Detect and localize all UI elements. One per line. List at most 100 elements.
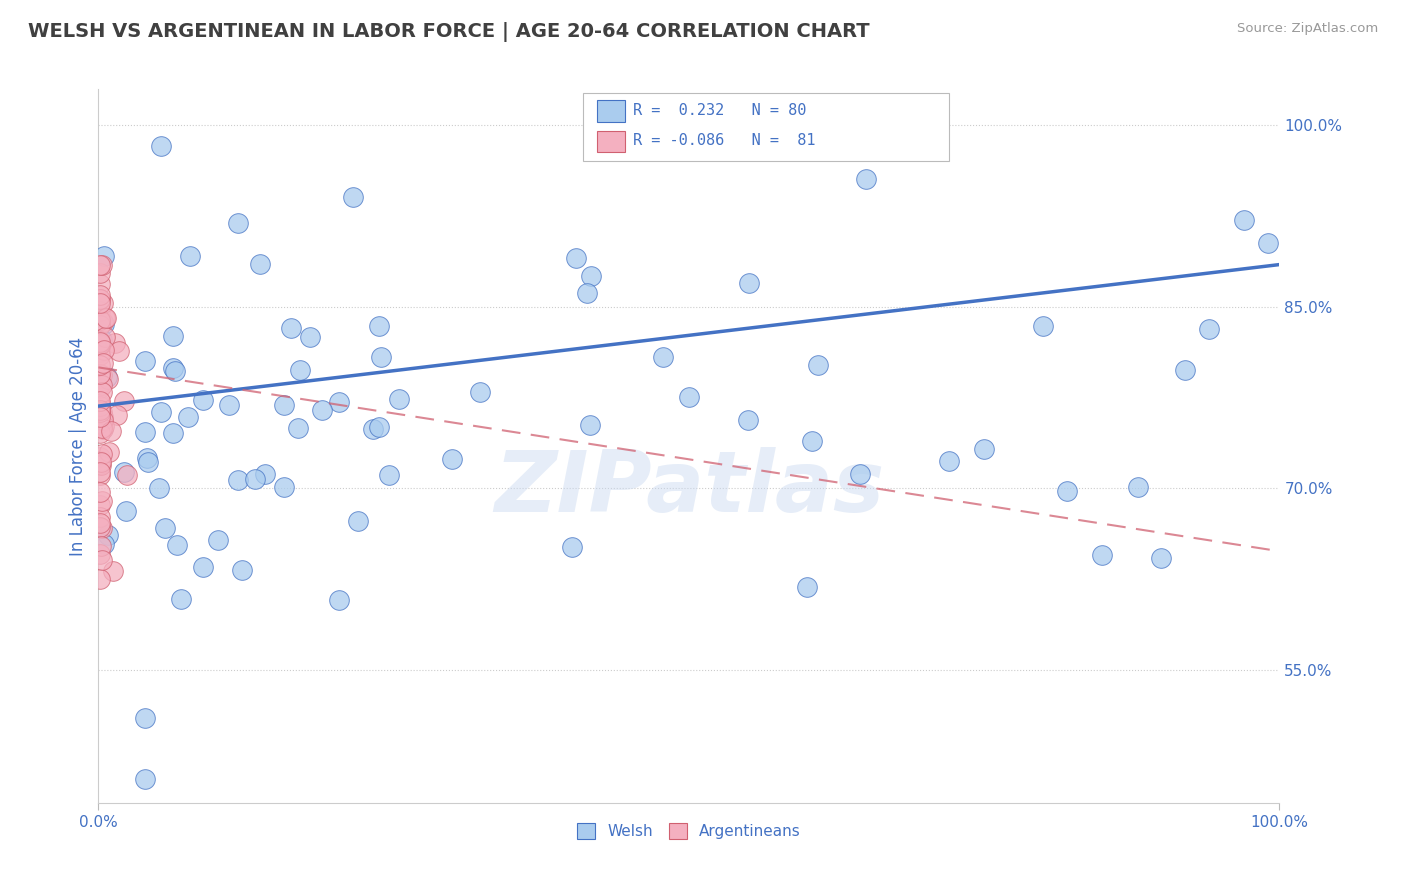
Point	[346, 515, 368, 529]
Point	[89, 410, 111, 425]
Point	[162, 328, 184, 343]
Point	[162, 425, 184, 440]
FancyBboxPatch shape	[582, 93, 949, 161]
Point	[89, 337, 111, 351]
Point	[579, 418, 602, 433]
Point	[91, 422, 114, 436]
Point	[136, 455, 159, 469]
Point	[89, 454, 111, 468]
Point	[89, 405, 111, 419]
Point	[806, 358, 828, 372]
Point	[253, 467, 276, 481]
Point	[91, 296, 114, 310]
Y-axis label: In Labor Force | Age 20-64: In Labor Force | Age 20-64	[69, 336, 87, 556]
Point	[89, 314, 111, 328]
Point	[89, 296, 111, 310]
Text: ZIPatlas: ZIPatlas	[494, 447, 884, 531]
Point	[94, 311, 117, 326]
Point	[579, 268, 602, 283]
Point	[89, 266, 111, 280]
Point	[89, 367, 111, 381]
Point	[89, 397, 111, 411]
Point	[90, 378, 112, 392]
Point	[96, 370, 118, 384]
Point	[177, 409, 200, 424]
Point	[468, 385, 491, 400]
Point	[89, 403, 111, 417]
Point	[89, 406, 111, 420]
Point	[100, 425, 122, 439]
Point	[105, 408, 128, 422]
Point	[89, 303, 111, 318]
Point	[115, 467, 138, 482]
Point	[89, 465, 111, 479]
Point	[89, 312, 111, 326]
Point	[89, 516, 111, 530]
Point	[299, 330, 322, 344]
Point	[1091, 548, 1114, 562]
Text: Source: ZipAtlas.com: Source: ZipAtlas.com	[1237, 22, 1378, 36]
Point	[652, 350, 675, 364]
Point	[107, 343, 129, 358]
Point	[91, 413, 114, 427]
Point	[89, 484, 111, 499]
Point	[89, 394, 111, 409]
Point	[89, 425, 111, 440]
Point	[90, 458, 112, 473]
Point	[90, 539, 112, 553]
Point	[112, 465, 135, 479]
Point	[368, 420, 391, 434]
Point	[150, 139, 173, 153]
Point	[91, 355, 114, 369]
Point	[89, 450, 111, 464]
Point	[288, 363, 311, 377]
Point	[89, 292, 111, 306]
Point	[91, 521, 114, 535]
Point	[89, 457, 111, 471]
Point	[328, 395, 350, 409]
Point	[89, 338, 111, 352]
Point	[89, 572, 111, 586]
Point	[179, 249, 201, 263]
Point	[91, 333, 114, 347]
Point	[112, 393, 135, 408]
Point	[342, 190, 364, 204]
Point	[1257, 236, 1279, 251]
Point	[89, 509, 111, 524]
Point	[796, 580, 818, 594]
Point	[104, 336, 127, 351]
Point	[90, 455, 112, 469]
Point	[1032, 319, 1054, 334]
Point	[328, 593, 350, 607]
Point	[115, 504, 138, 518]
Point	[89, 468, 111, 483]
Point	[361, 422, 384, 436]
Point	[377, 468, 399, 483]
Point	[193, 392, 215, 407]
Point	[134, 353, 156, 368]
Point	[1198, 322, 1220, 336]
Point	[94, 310, 117, 325]
Point	[166, 538, 188, 552]
Point	[738, 276, 761, 290]
Text: R =  0.232   N = 80: R = 0.232 N = 80	[634, 103, 807, 118]
Point	[91, 410, 114, 425]
Point	[287, 421, 309, 435]
Point	[191, 559, 214, 574]
Point	[273, 398, 295, 412]
Point	[89, 292, 111, 306]
Point	[89, 399, 111, 413]
Point	[737, 412, 759, 426]
Point	[90, 368, 112, 382]
Point	[89, 258, 111, 272]
Point	[89, 498, 111, 512]
Point	[89, 287, 111, 301]
Point	[153, 521, 176, 535]
Point	[89, 335, 111, 350]
Point	[91, 447, 114, 461]
Point	[134, 711, 156, 725]
Text: WELSH VS ARGENTINEAN IN LABOR FORCE | AGE 20-64 CORRELATION CHART: WELSH VS ARGENTINEAN IN LABOR FORCE | AG…	[28, 22, 870, 42]
FancyBboxPatch shape	[596, 130, 626, 152]
Point	[89, 370, 111, 384]
Point	[97, 444, 120, 458]
